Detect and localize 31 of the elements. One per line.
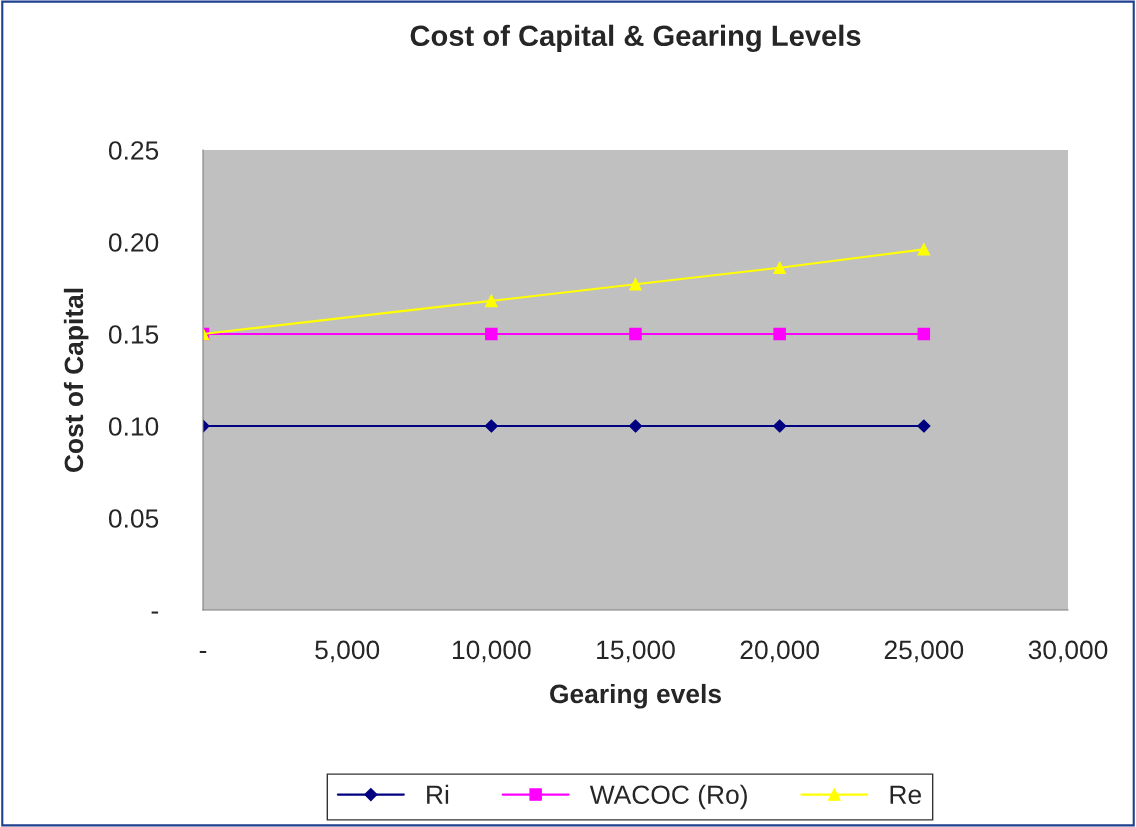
- x-axis-title: Gearing evels: [550, 683, 721, 709]
- point: [484, 419, 498, 433]
- point: [485, 327, 498, 341]
- legend-label: WACOC (Ro): [589, 784, 747, 810]
- point: [773, 327, 786, 341]
- point: [485, 294, 498, 308]
- x-tick-label: 5,000: [315, 640, 380, 663]
- x-tick-label: 30,000: [1028, 640, 1108, 663]
- y-tick-label: 0.05: [108, 509, 159, 528]
- x-tick-label: 20,000: [740, 640, 819, 663]
- legend-label: Re: [890, 785, 921, 805]
- x-tick-label: -: [199, 650, 207, 654]
- point: [628, 419, 643, 433]
- point: [917, 419, 931, 433]
- point: [773, 419, 787, 433]
- y-tick-label: -: [151, 611, 159, 614]
- point: [917, 327, 931, 341]
- point: [773, 261, 786, 275]
- point: [917, 243, 931, 256]
- x-tick-label: 10,000: [452, 640, 531, 663]
- y-tick-label: 0.20: [108, 233, 159, 252]
- y-tick-label: 0.10: [108, 417, 159, 436]
- legend-label: Ri: [427, 784, 449, 804]
- chart-title: Cost of Capital & Gearing Levels: [410, 24, 861, 53]
- y-axis-title: Cost of Capital: [63, 288, 89, 472]
- y-tick-label: 0.15: [108, 325, 159, 344]
- point: [629, 278, 642, 291]
- point: [629, 327, 642, 341]
- y-tick-label: 0.25: [108, 141, 159, 160]
- x-tick-label: 25,000: [884, 640, 964, 663]
- x-tick-label: 15,000: [597, 640, 675, 663]
